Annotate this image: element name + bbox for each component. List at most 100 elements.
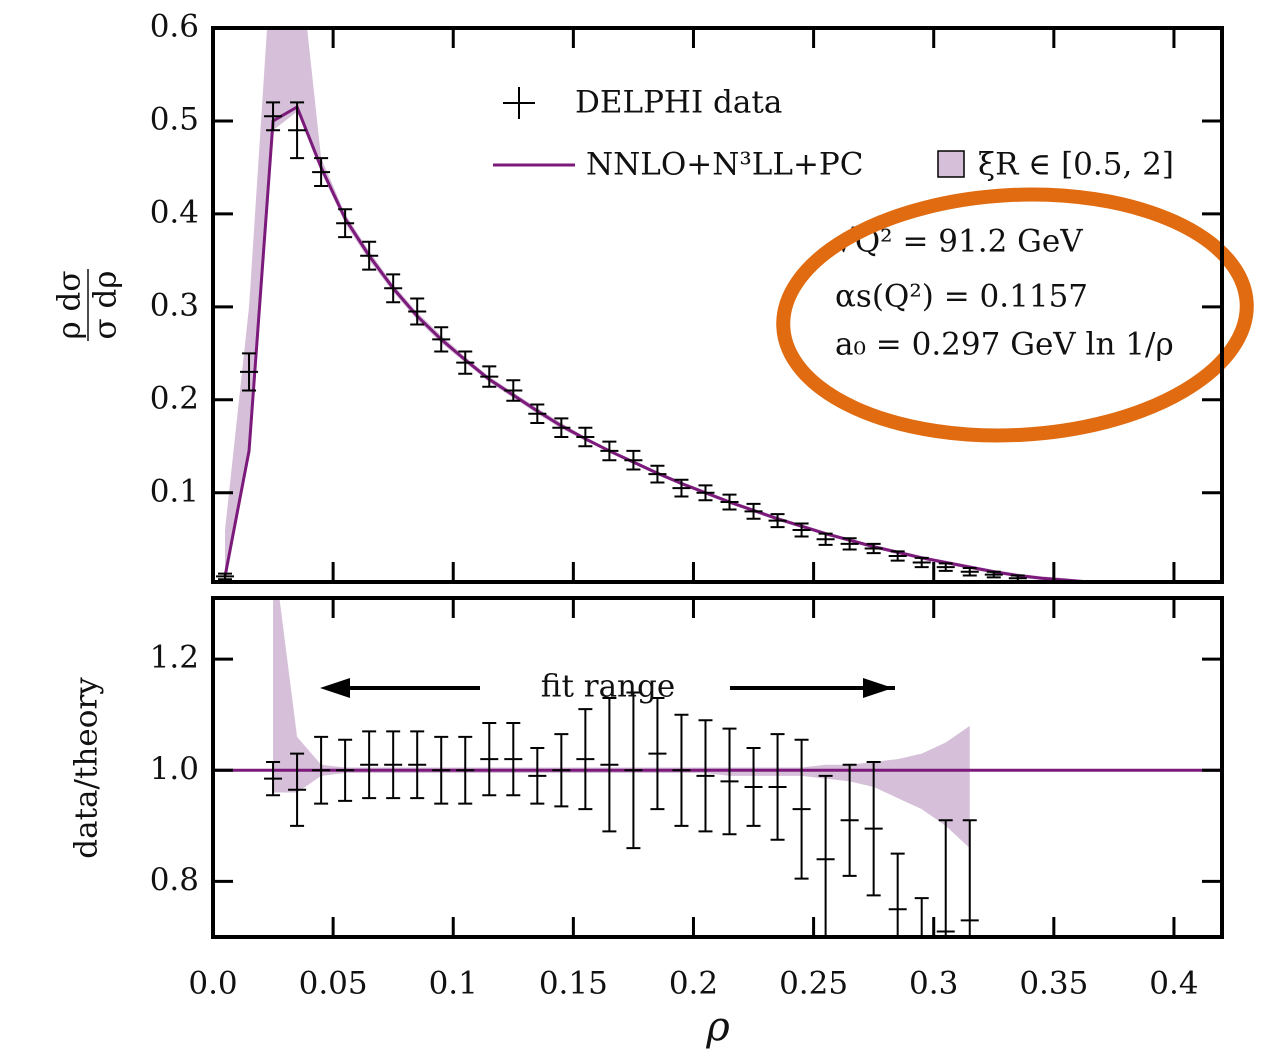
x-tick-label: 0.1 <box>429 966 478 1002</box>
y-axis-label: data/theory <box>69 677 105 859</box>
data-point <box>936 562 955 572</box>
data-point <box>384 273 403 304</box>
legend-symbol-data <box>503 87 535 119</box>
data-point <box>336 208 355 239</box>
data-point <box>360 730 379 800</box>
y-tick-label: 1.0 <box>150 751 199 787</box>
x-tick-label: 0.4 <box>1149 966 1198 1002</box>
data-point <box>480 722 499 797</box>
data-point <box>504 722 523 797</box>
data-point <box>672 713 691 827</box>
data-point <box>600 697 619 833</box>
data-point <box>576 426 595 448</box>
y-tick-label: 0.4 <box>150 194 199 230</box>
legend-label: ξR ∈ [0.5, 2] <box>978 147 1174 183</box>
data-point <box>624 691 643 850</box>
y-tick-label: 0.5 <box>150 101 199 137</box>
y-tick-label: 0.1 <box>150 473 199 509</box>
data-point <box>984 570 1003 579</box>
top-plot-area <box>216 28 1129 582</box>
data-point <box>720 493 739 511</box>
data-point <box>456 735 475 805</box>
data-point <box>480 365 499 388</box>
data-point <box>864 542 883 555</box>
y-tick-label: 0.2 <box>150 380 199 416</box>
data-point <box>960 567 979 577</box>
data-point <box>216 572 235 581</box>
data-point <box>792 522 811 538</box>
data-point <box>264 101 283 132</box>
data-point <box>744 747 763 827</box>
data-point <box>744 502 763 520</box>
data-point <box>432 735 451 805</box>
annotation: fit range <box>541 669 675 705</box>
plot-frame <box>211 26 1224 584</box>
ratio-plot-area <box>213 598 1222 937</box>
y-tick-label: 0.8 <box>150 862 199 898</box>
y-tick-label: 0.3 <box>150 287 199 323</box>
data-point <box>336 738 355 802</box>
data-point <box>960 819 979 937</box>
data-point <box>384 730 403 800</box>
data-point <box>528 403 547 425</box>
data-point <box>768 513 787 529</box>
data-point <box>720 727 739 836</box>
data-point <box>408 297 427 326</box>
annotation: αs(Q²) = 0.1157 <box>835 279 1088 315</box>
data-point <box>552 733 571 808</box>
y-tick-label: 0.6 <box>150 9 199 45</box>
data-point <box>312 157 331 188</box>
data-point <box>264 760 283 797</box>
x-tick-label: 0.3 <box>909 966 958 1002</box>
x-tick-label: 0.0 <box>188 966 237 1002</box>
data-point <box>792 738 811 880</box>
legend-label: NNLO+N³LL+PC <box>586 147 864 183</box>
highlight-ellipse <box>776 187 1254 443</box>
data-point <box>552 417 571 438</box>
annotation: a₀ = 0.297 GeV ln 1/ρ <box>835 327 1174 363</box>
data-point <box>696 719 715 833</box>
data-point <box>816 532 835 546</box>
data-point <box>888 852 907 937</box>
y-axis-label: ρ dσ σ dρ <box>52 269 124 341</box>
x-tick-label: 0.25 <box>779 966 848 1002</box>
data-point <box>408 730 427 800</box>
legend-symbol-band <box>937 150 965 178</box>
data-point <box>912 556 931 569</box>
data-point <box>456 350 475 375</box>
data-point <box>528 747 547 805</box>
x-tick-label: 0.15 <box>539 966 608 1002</box>
x-axis-label: ρ <box>705 1004 730 1050</box>
theory-line <box>223 104 1129 582</box>
y-label-denominator: σ dρ <box>88 270 124 339</box>
x-tick-label: 0.2 <box>669 966 718 1002</box>
data-point <box>864 760 883 897</box>
data-point <box>600 440 619 462</box>
plot-frame <box>211 596 1224 939</box>
data-point <box>624 449 643 471</box>
data-point <box>840 763 859 877</box>
data-point <box>432 326 451 353</box>
data-point <box>672 478 691 498</box>
data-point <box>288 101 307 160</box>
data-point <box>312 735 331 805</box>
y-label-numerator: ρ dσ <box>52 270 88 339</box>
data-point <box>240 352 259 392</box>
data-point <box>914 897 929 937</box>
data-point <box>576 708 595 811</box>
data-point <box>768 733 787 841</box>
data-point <box>840 537 859 551</box>
data-point <box>648 697 667 811</box>
y-tick-label: 1.2 <box>150 640 199 676</box>
data-point <box>648 464 667 484</box>
data-point <box>816 774 835 937</box>
data-point <box>360 240 379 271</box>
data-point <box>288 752 307 827</box>
x-tick-label: 0.05 <box>299 966 368 1002</box>
x-tick-label: 0.35 <box>1019 966 1088 1002</box>
data-point <box>888 550 907 562</box>
data-point <box>696 484 715 502</box>
data-point <box>504 379 523 402</box>
legend-label: DELPHI data <box>575 85 782 121</box>
